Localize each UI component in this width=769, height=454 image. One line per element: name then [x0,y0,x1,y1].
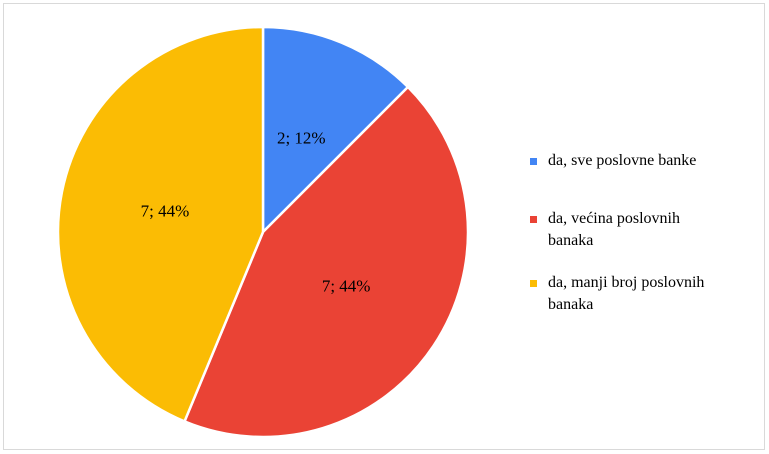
pie-slice [56,25,265,424]
data-label: 2; 12% [277,129,326,148]
legend-swatch [530,216,537,223]
legend-label: da, sve poslovne banke [548,152,697,169]
chart-frame [3,3,765,450]
pie-slice [182,85,470,439]
legend-item: da, manji broj poslovnih banaka [530,272,728,316]
legend-item: da, većina poslovnih banaka [530,208,728,252]
legend-label: da, manji broj poslovnih banaka [548,274,705,313]
legend-item: da, sve poslovne banke [530,150,728,172]
pie-slice [261,25,410,236]
data-label: 7; 44% [141,201,190,220]
legend-swatch [530,158,537,165]
legend-swatch [530,280,537,287]
data-label: 7; 44% [322,276,371,295]
legend-label: da, većina poslovnih banaka [548,210,680,249]
